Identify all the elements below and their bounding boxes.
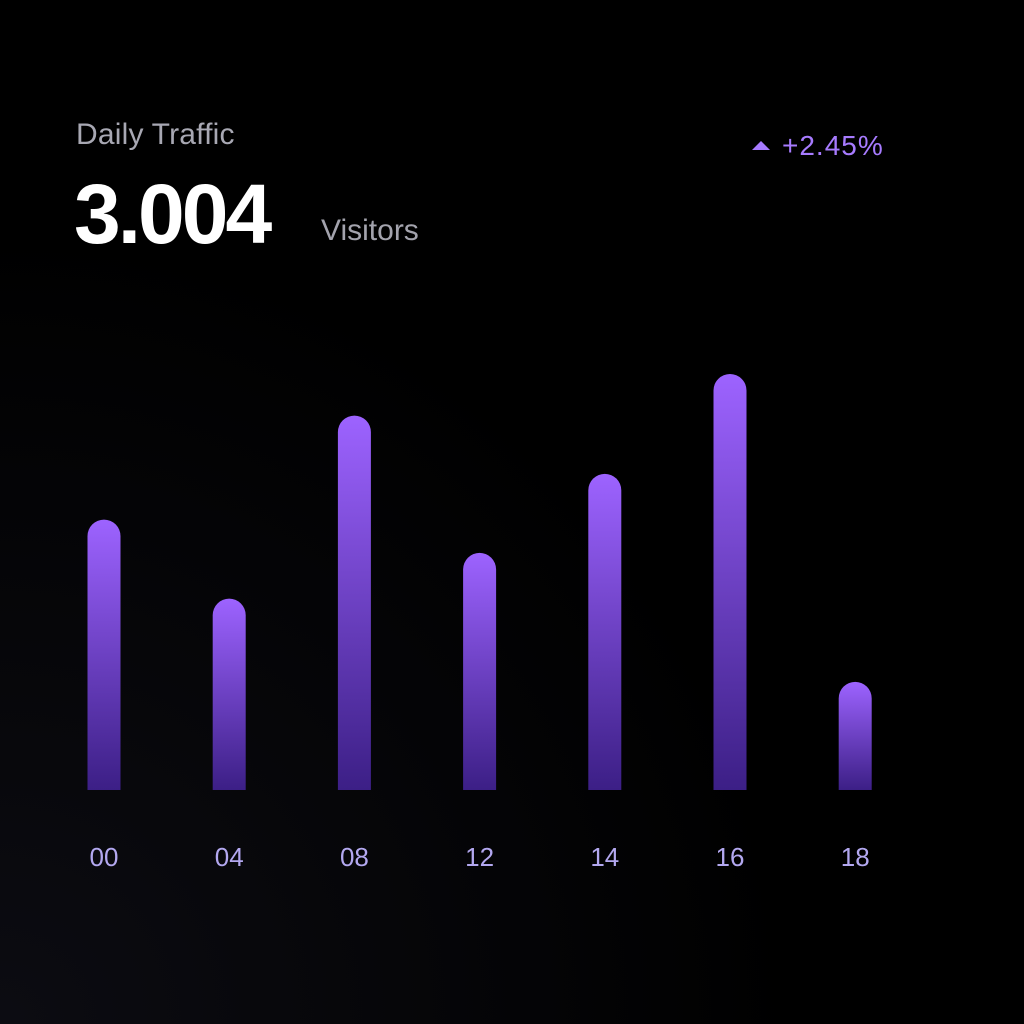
bar-04	[212, 598, 246, 790]
bar-12	[463, 552, 497, 790]
bars-group	[87, 374, 872, 790]
visitor-count: 3.004	[74, 167, 272, 261]
bar-08	[337, 415, 371, 790]
bar-00	[87, 519, 121, 790]
change-badge: +2.45%	[752, 130, 884, 162]
x-tick-label: 08	[340, 842, 369, 872]
bar-14	[588, 473, 622, 790]
x-tick-label: 00	[90, 842, 119, 872]
bar-18	[838, 681, 872, 790]
x-tick-label: 16	[716, 842, 745, 872]
change-value: +2.45%	[782, 130, 884, 161]
trend-up-icon	[752, 140, 770, 150]
x-axis-ticks: 00 04 08 12 14 16 18	[90, 842, 870, 872]
bar-16	[713, 374, 747, 790]
x-tick-label: 14	[590, 842, 619, 872]
visitor-unit-label: Visitors	[321, 214, 419, 247]
x-tick-label: 18	[841, 842, 870, 872]
x-tick-label: 04	[215, 842, 244, 872]
x-tick-label: 12	[465, 842, 494, 872]
chart-title: Daily Traffic	[76, 118, 235, 151]
